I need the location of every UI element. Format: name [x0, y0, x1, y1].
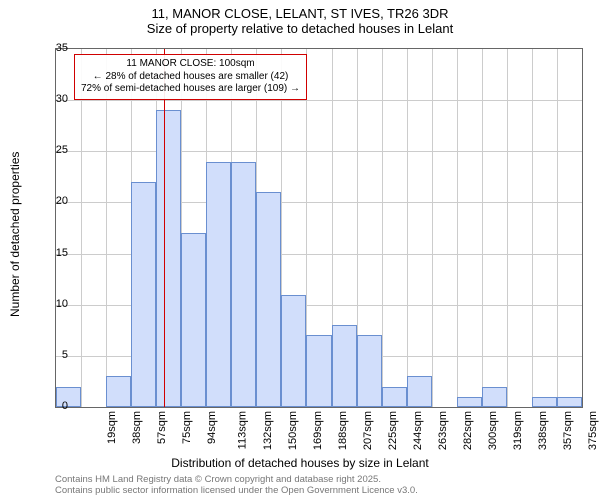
marker-line [164, 49, 165, 407]
x-tick-label: 169sqm [312, 411, 324, 450]
gridline-h [56, 151, 582, 152]
footer-attribution: Contains HM Land Registry data © Crown c… [55, 474, 418, 497]
x-tick-label: 319sqm [512, 411, 524, 450]
x-tick-label: 57sqm [156, 411, 168, 444]
gridline-v [432, 49, 433, 407]
histogram-bar [56, 387, 81, 407]
gridline-v [532, 49, 533, 407]
callout-line1: ← 28% of detached houses are smaller (42… [81, 71, 300, 84]
footer-line1: Contains HM Land Registry data © Crown c… [55, 474, 418, 485]
histogram-bar [131, 182, 156, 407]
x-tick-label: 300sqm [487, 411, 499, 450]
histogram-bar [532, 397, 557, 407]
histogram-bar [231, 162, 256, 407]
x-tick-label: 94sqm [206, 411, 218, 444]
histogram-bar [206, 162, 231, 407]
x-tick-label: 338sqm [537, 411, 549, 450]
gridline-v [557, 49, 558, 407]
callout-title: 11 MANOR CLOSE: 100sqm [81, 58, 300, 71]
histogram-bar [457, 397, 482, 407]
gridline-v [507, 49, 508, 407]
x-tick-label: 207sqm [362, 411, 374, 450]
gridline-v [457, 49, 458, 407]
y-tick-label: 0 [62, 400, 68, 412]
y-tick-label: 5 [62, 349, 68, 361]
y-axis-label: Number of detached properties [8, 152, 22, 317]
histogram-bar [181, 233, 206, 407]
gridline-v [382, 49, 383, 407]
x-tick-label: 244sqm [412, 411, 424, 450]
x-tick-label: 113sqm [236, 411, 248, 449]
y-tick-label: 25 [56, 144, 68, 156]
histogram-bar [557, 397, 582, 407]
x-tick-label: 38sqm [131, 411, 143, 444]
x-tick-label: 132sqm [262, 411, 274, 450]
histogram-bar [357, 335, 382, 407]
x-tick-label: 19sqm [106, 411, 118, 444]
chart-plot-area: 11 MANOR CLOSE: 100sqm← 28% of detached … [55, 48, 583, 408]
histogram-bar [382, 387, 407, 407]
x-axis-label: Distribution of detached houses by size … [0, 456, 600, 470]
x-tick-label: 282sqm [462, 411, 474, 450]
x-tick-label: 263sqm [437, 411, 449, 450]
histogram-bar [332, 325, 357, 407]
y-tick-label: 10 [56, 298, 68, 310]
histogram-bar [407, 376, 432, 407]
chart-title-main: 11, MANOR CLOSE, LELANT, ST IVES, TR26 3… [0, 0, 600, 21]
marker-callout: 11 MANOR CLOSE: 100sqm← 28% of detached … [74, 54, 307, 100]
histogram-bar [281, 295, 306, 408]
chart-title-sub: Size of property relative to detached ho… [0, 21, 600, 36]
x-tick-label: 188sqm [337, 411, 349, 450]
x-tick-label: 150sqm [287, 411, 299, 450]
gridline-v [81, 49, 82, 407]
gridline-h [56, 100, 582, 101]
gridline-v [106, 49, 107, 407]
y-tick-label: 30 [56, 93, 68, 105]
histogram-bar [482, 387, 507, 407]
callout-line2: 72% of semi-detached houses are larger (… [81, 83, 300, 96]
gridline-v [407, 49, 408, 407]
histogram-bar [256, 192, 281, 407]
gridline-v [482, 49, 483, 407]
y-tick-label: 20 [56, 195, 68, 207]
y-tick-label: 35 [56, 42, 68, 54]
footer-line2: Contains public sector information licen… [55, 485, 418, 496]
histogram-bar [306, 335, 331, 407]
histogram-bar [156, 110, 181, 407]
histogram-bar [106, 376, 131, 407]
x-tick-label: 75sqm [181, 411, 193, 444]
x-tick-label: 225sqm [387, 411, 399, 450]
x-tick-label: 375sqm [588, 411, 600, 450]
y-tick-label: 15 [56, 247, 68, 259]
x-tick-label: 357sqm [563, 411, 575, 450]
